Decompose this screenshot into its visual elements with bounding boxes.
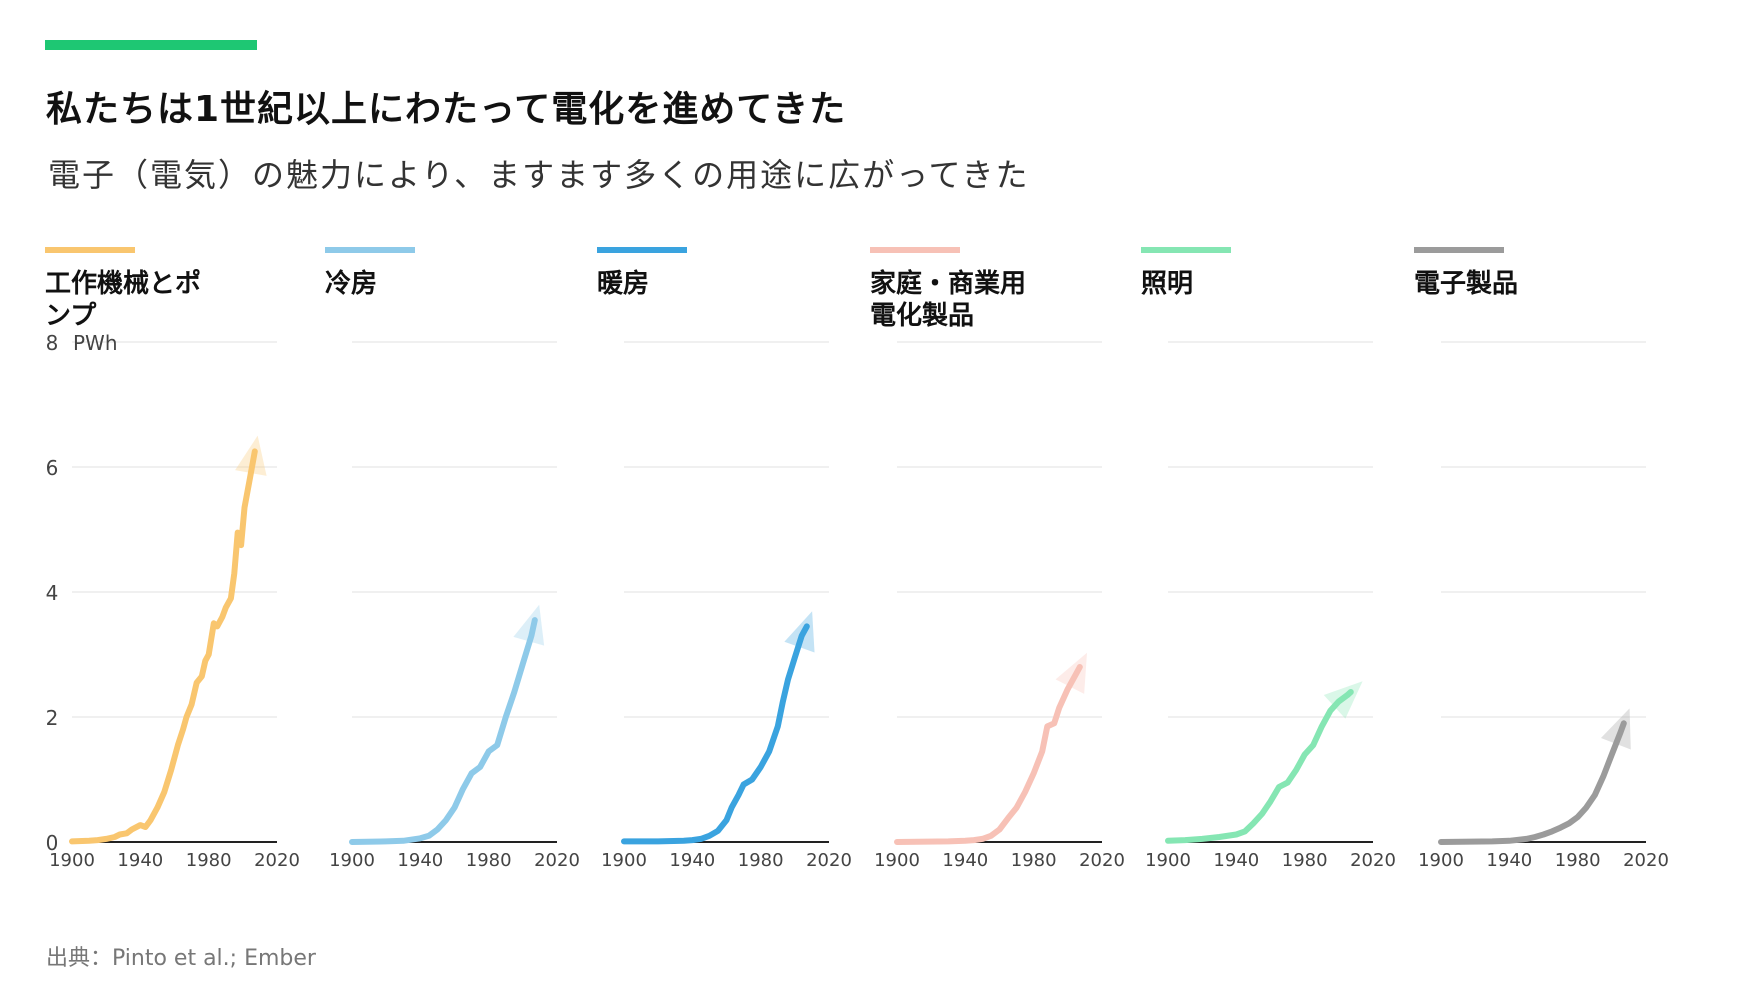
x-tick-label: 1940	[669, 850, 715, 871]
x-tick-label: 2020	[1623, 850, 1669, 871]
panel-swatch	[1414, 247, 1504, 253]
series-line	[349, 617, 538, 845]
panel-swatch	[597, 247, 687, 253]
x-tick-label: 1980	[1282, 850, 1328, 871]
x-tick-label: 1900	[601, 850, 647, 871]
x-tick-label: 1900	[329, 850, 375, 871]
x-tick-label: 1900	[1145, 850, 1191, 871]
trend-arrow	[513, 604, 545, 646]
x-tick-label: 1980	[738, 850, 784, 871]
series-line	[1438, 720, 1627, 845]
panel-4: 家庭・商業用電化製品 1900 1940 1980 2020	[870, 247, 1125, 871]
y-tick-label: 0	[46, 831, 59, 855]
unit-label: PWh	[73, 331, 118, 355]
panel-title: 暖房	[597, 269, 649, 299]
x-tick-label: 2020	[1079, 850, 1125, 871]
panel-title: 電子製品	[1414, 269, 1518, 299]
y-tick-label: 2	[46, 706, 59, 730]
series-line	[1165, 689, 1354, 844]
panel-6: 電子製品 1900 1940 1980 2020	[1414, 247, 1669, 871]
panel-title: 照明	[1141, 269, 1193, 299]
x-tick-label: 1940	[1213, 850, 1259, 871]
x-tick-label: 1980	[1011, 850, 1057, 871]
trend-arrow	[1055, 652, 1087, 694]
panel-title: 工作機械とポンプ	[45, 268, 201, 331]
panel-1: 工作機械とポンプ 0 2 4 6 8 PWh 1900 1940 1980 2020	[45, 247, 300, 871]
x-tick-label: 1980	[1555, 850, 1601, 871]
panel-swatch	[325, 247, 415, 253]
y-tick-label: 4	[46, 581, 59, 605]
trend-arrow	[784, 611, 815, 653]
panel-3: 暖房 1900 1940 1980 2020	[597, 247, 852, 871]
x-tick-label: 1980	[186, 850, 232, 871]
x-tick-label: 2020	[806, 850, 852, 871]
panel-2: 冷房 1900 1940 1980 2020	[325, 247, 580, 871]
y-tick-label: 8	[46, 331, 59, 355]
x-tick-label: 1900	[49, 850, 95, 871]
x-tick-label: 1980	[466, 850, 512, 871]
y-tick-label: 6	[46, 456, 59, 480]
x-tick-label: 2020	[254, 850, 300, 871]
page-subtitle: 電子（電気）の魅力により、ますます多くの用途に広がってきた	[48, 156, 1030, 194]
x-tick-label: 1940	[1486, 850, 1532, 871]
series-line	[894, 664, 1083, 845]
x-tick-label: 2020	[1350, 850, 1396, 871]
panel-swatch	[45, 247, 135, 253]
source-note: 出典：Pinto et al.; Ember	[46, 946, 316, 971]
panel-title: 冷房	[325, 268, 377, 299]
x-tick-label: 2020	[534, 850, 580, 871]
x-tick-label: 1900	[1418, 850, 1464, 871]
x-tick-label: 1940	[397, 850, 443, 871]
x-tick-label: 1900	[874, 850, 920, 871]
trend-arrow	[1600, 708, 1631, 750]
accent-bar	[45, 40, 257, 50]
x-tick-label: 1940	[942, 850, 988, 871]
x-tick-label: 1940	[117, 850, 163, 871]
series-line	[621, 623, 810, 845]
series-line	[69, 448, 258, 845]
trend-arrow	[235, 435, 267, 476]
page-title: 私たちは1世紀以上にわたって電化を進めてきた	[46, 89, 847, 130]
panel-title: 家庭・商業用電化製品	[870, 268, 1026, 331]
panel-swatch	[1141, 247, 1231, 253]
panel-5: 照明 1900 1940 1980 2020	[1141, 247, 1396, 871]
panel-swatch	[870, 247, 960, 253]
